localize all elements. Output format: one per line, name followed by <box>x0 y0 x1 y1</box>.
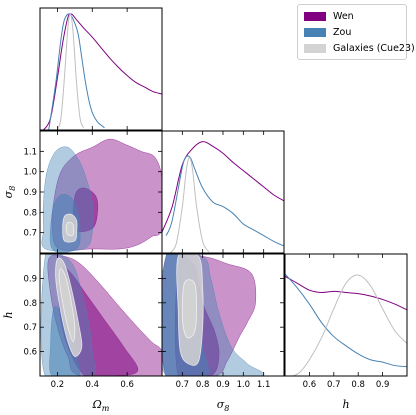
ytick-label-2-1: 0.7 <box>23 323 37 333</box>
ytick-label-2-2: 0.8 <box>23 299 37 309</box>
xlabel-h: h <box>342 398 349 411</box>
ytick-2-0-2: 0.8 <box>23 299 162 309</box>
ytick-1-0-0: 0.7 <box>23 229 162 239</box>
contour-galaxies-68-0_2 <box>58 268 76 343</box>
ytick-1-0-3: 1.0 <box>23 168 162 178</box>
ytick-2-0-1: 0.7 <box>23 323 162 333</box>
contour-panel-0_2 <box>40 254 162 376</box>
legend-swatch-zou <box>304 27 326 37</box>
xtick-label-0-0: 0.2 <box>51 380 65 390</box>
xtick-label-1-0: 0.7 <box>176 380 190 390</box>
marginal-zou-2 <box>285 273 407 368</box>
ytick-1-0-1: 0.8 <box>23 208 162 218</box>
marginal-wen-1 <box>162 141 284 233</box>
ylabel-sigma-8: σ8 <box>2 186 17 199</box>
xtick-label-2-3: 0.9 <box>376 380 390 390</box>
xtick-label-1-3: 1.0 <box>237 380 251 390</box>
xtick-2-2-3: 0.9 <box>376 254 390 390</box>
contour-galaxies-68-0_1 <box>65 221 75 237</box>
ytick-2-0-3: 0.9 <box>23 274 162 284</box>
legend-label-zou: Zou <box>333 26 352 38</box>
legend-entry-zou: Zou <box>304 24 400 40</box>
xtick-0-2-2: 0.6 <box>120 254 134 390</box>
xtick-label-2-1: 0.7 <box>327 380 341 390</box>
ytick-label-2-0: 0.6 <box>23 348 37 358</box>
xlabel-sigma-8: σ8 <box>217 398 230 413</box>
xtick-2-2-0: 0.6 <box>303 254 317 390</box>
ytick-1-0-4: 1.1 <box>23 147 162 157</box>
marginal-galaxies-2 <box>292 274 407 376</box>
xtick-label-2-2: 0.8 <box>351 380 365 390</box>
ylabel-h: h <box>2 311 15 318</box>
ytick-label-1-2: 0.9 <box>23 188 37 198</box>
legend-swatch-wen <box>304 11 326 21</box>
panel-frame-2-2 <box>284 253 408 377</box>
contour-panel-0_1 <box>41 138 162 253</box>
xtick-0-2-1: 0.4 <box>86 254 100 390</box>
legend-swatch-galaxies <box>304 43 326 53</box>
xtick-2-2-2: 0.8 <box>351 254 365 390</box>
xtick-1-2-0: 0.7 <box>176 254 190 390</box>
ytick-label-1-3: 1.0 <box>23 168 37 178</box>
xtick-label-0-2: 0.6 <box>120 380 134 390</box>
ytick-1-0-2: 0.9 <box>23 188 162 198</box>
xtick-1-2-4: 1.1 <box>257 254 271 390</box>
panel-frame-1-1 <box>161 130 285 254</box>
contour-galaxies-68-1_2 <box>181 279 197 339</box>
legend-label-wen: Wen <box>333 10 354 22</box>
legend-label-galaxies: Galaxies (Cue23) <box>333 42 415 54</box>
xtick-0-2-0: 0.2 <box>51 254 65 390</box>
legend: Wen Zou Galaxies (Cue23) <box>297 4 415 60</box>
ytick-label-1-0: 0.7 <box>23 229 37 239</box>
ytick-2-0-0: 0.6 <box>23 348 162 358</box>
xtick-2-2-1: 0.7 <box>327 254 341 390</box>
xlabel-omega-m: Ωm <box>92 398 110 413</box>
marginal-panel-1 <box>162 141 284 253</box>
panel-frame-0-0 <box>39 7 163 131</box>
marginal-galaxies-0 <box>56 13 85 130</box>
marginal-galaxies-1 <box>169 157 210 253</box>
xtick-label-1-4: 1.1 <box>257 380 271 390</box>
xtick-label-0-1: 0.4 <box>86 380 100 390</box>
marginal-zou-0 <box>48 13 105 130</box>
ytick-label-1-1: 0.8 <box>23 208 37 218</box>
marginal-wen-0 <box>43 13 162 130</box>
xtick-label-2-0: 0.6 <box>303 380 317 390</box>
legend-entry-wen: Wen <box>304 8 400 24</box>
marginal-zou-1 <box>165 155 284 247</box>
ytick-label-2-3: 0.9 <box>23 274 37 284</box>
marginal-panel-2 <box>285 273 407 376</box>
xtick-label-1-2: 0.9 <box>216 380 230 390</box>
ytick-label-1-4: 1.1 <box>23 147 37 157</box>
contour-panel-1_2 <box>162 254 265 376</box>
xtick-1-2-1: 0.8 <box>196 254 210 390</box>
xtick-label-1-1: 0.8 <box>196 380 210 390</box>
legend-entry-galaxies: Galaxies (Cue23) <box>304 40 415 56</box>
marginal-panel-0 <box>43 13 162 130</box>
xtick-1-2-2: 0.9 <box>216 254 230 390</box>
marginal-wen-2 <box>285 275 407 311</box>
xtick-1-2-3: 1.0 <box>237 254 251 390</box>
